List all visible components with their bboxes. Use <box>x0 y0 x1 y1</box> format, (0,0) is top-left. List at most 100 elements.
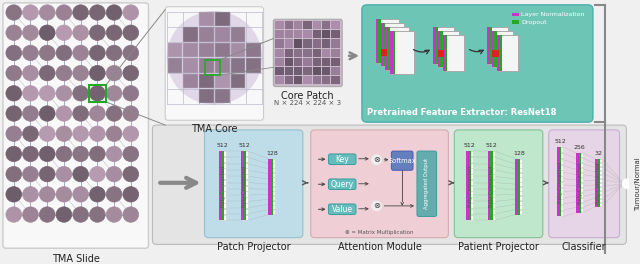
Text: Key: Key <box>335 155 349 164</box>
Bar <box>488 186 495 191</box>
Bar <box>199 27 214 42</box>
Bar <box>285 58 293 66</box>
FancyBboxPatch shape <box>454 130 543 238</box>
Bar <box>515 196 522 200</box>
Bar <box>268 168 275 172</box>
Bar <box>285 67 293 75</box>
Circle shape <box>106 146 122 162</box>
Bar <box>268 196 275 200</box>
Bar <box>215 43 230 57</box>
Bar <box>576 188 583 192</box>
Text: TMA Core: TMA Core <box>191 124 237 134</box>
Bar <box>322 21 330 29</box>
Bar <box>268 173 275 177</box>
Circle shape <box>73 65 88 81</box>
Bar <box>576 158 583 162</box>
Bar <box>557 170 563 176</box>
Bar <box>230 74 245 88</box>
Bar <box>313 58 321 66</box>
Bar <box>220 151 226 156</box>
Circle shape <box>372 155 381 164</box>
Bar <box>313 21 321 29</box>
Bar <box>557 147 563 153</box>
Bar <box>285 21 293 29</box>
FancyBboxPatch shape <box>548 130 620 238</box>
Circle shape <box>90 207 105 222</box>
Bar <box>557 211 563 216</box>
Bar <box>322 76 330 84</box>
Text: 512: 512 <box>485 143 497 148</box>
Circle shape <box>56 25 72 40</box>
Bar <box>497 35 499 71</box>
Bar <box>576 163 583 167</box>
Bar <box>440 31 442 67</box>
Bar <box>322 67 330 75</box>
FancyBboxPatch shape <box>205 130 303 238</box>
Bar <box>488 209 495 214</box>
Circle shape <box>6 187 22 202</box>
Circle shape <box>39 106 55 121</box>
Bar <box>332 21 340 29</box>
Bar <box>515 159 518 215</box>
Bar <box>438 31 440 67</box>
FancyBboxPatch shape <box>328 154 356 164</box>
Bar <box>388 27 390 70</box>
Bar <box>576 178 583 182</box>
Bar <box>557 147 559 216</box>
Bar <box>442 35 464 71</box>
Circle shape <box>56 126 72 142</box>
Bar <box>271 159 273 215</box>
Bar <box>489 27 492 64</box>
Text: Fully-Connected: Fully-Connected <box>220 164 225 207</box>
Bar <box>576 168 583 172</box>
Bar <box>595 159 597 207</box>
Bar <box>515 205 522 209</box>
Circle shape <box>6 5 22 20</box>
Circle shape <box>106 106 122 121</box>
Bar <box>215 58 230 73</box>
Bar <box>285 30 293 39</box>
Circle shape <box>22 86 38 101</box>
Bar <box>576 183 583 187</box>
Bar <box>488 151 495 156</box>
Bar <box>220 151 221 220</box>
Bar <box>303 39 312 48</box>
Bar <box>557 164 563 170</box>
Circle shape <box>56 5 72 20</box>
Bar <box>241 197 248 202</box>
Bar <box>285 76 293 84</box>
Bar <box>433 27 435 64</box>
Bar <box>557 176 563 181</box>
Bar <box>466 209 473 214</box>
Bar <box>275 21 284 29</box>
Bar <box>275 49 284 57</box>
Circle shape <box>56 86 72 101</box>
Text: 128: 128 <box>266 151 278 156</box>
Text: Fully-Connected: Fully-Connected <box>489 164 493 207</box>
Text: 512: 512 <box>217 143 228 148</box>
Bar <box>220 168 226 174</box>
Bar <box>488 151 490 220</box>
Bar <box>435 27 438 64</box>
Circle shape <box>73 166 88 182</box>
Bar <box>241 203 248 208</box>
Bar <box>595 191 602 194</box>
Circle shape <box>73 45 88 61</box>
Circle shape <box>56 45 72 61</box>
Bar <box>205 60 220 75</box>
Bar <box>220 203 226 208</box>
Bar <box>241 191 248 197</box>
Circle shape <box>73 146 88 162</box>
Circle shape <box>39 126 55 142</box>
Bar <box>490 151 493 220</box>
Circle shape <box>39 45 55 61</box>
Bar <box>268 159 275 163</box>
Text: Fully-Connected: Fully-Connected <box>242 164 247 207</box>
Bar <box>438 50 444 57</box>
Bar <box>390 31 414 74</box>
Text: TMA Slide: TMA Slide <box>52 254 100 264</box>
Bar <box>576 153 579 213</box>
Bar <box>294 49 302 57</box>
Bar <box>241 186 248 191</box>
Bar <box>184 74 198 88</box>
